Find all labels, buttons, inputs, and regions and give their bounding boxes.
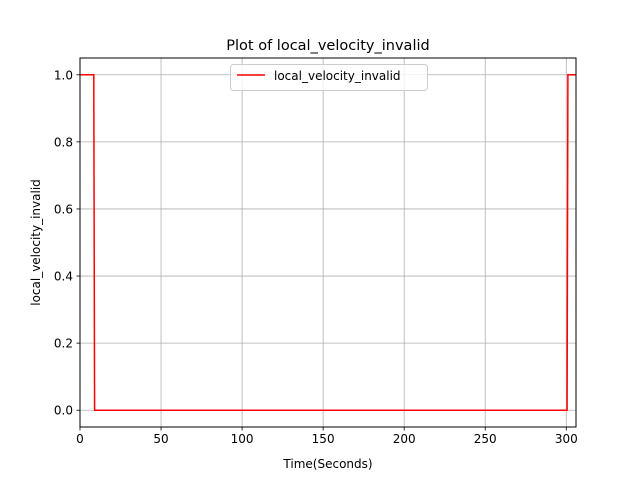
chart-title: Plot of local_velocity_invalid [226, 38, 429, 54]
y-tick-label: 0.2 [54, 337, 73, 351]
legend-box [230, 64, 428, 91]
y-tick-label: 0.6 [54, 202, 73, 216]
x-tick-label: 50 [153, 432, 168, 446]
x-tick-label: 0 [76, 432, 84, 446]
y-tick-label: 1.0 [54, 68, 73, 82]
legend-entry-label: local_velocity_invalid [274, 69, 401, 83]
y-tick-label: 0.0 [54, 404, 73, 418]
y-axis-ticks: 0.0 0.2 0.4 0.6 0.8 1.0 [54, 68, 80, 418]
x-tick-label: 300 [555, 432, 578, 446]
y-tick-label: 0.8 [54, 135, 73, 149]
series-line [80, 74, 576, 411]
x-tick-label: 150 [312, 432, 335, 446]
x-axis-label: Time(Seconds) [282, 457, 372, 471]
series-layer [80, 74, 576, 411]
x-tick-label: 250 [474, 432, 497, 446]
x-tick-label: 100 [231, 432, 254, 446]
x-axis-ticks: 0 50 100 150 200 250 300 [76, 427, 578, 446]
y-tick-label: 0.4 [54, 270, 73, 284]
plot-area-frame [79, 57, 577, 428]
legend: local_velocity_invalid [230, 64, 428, 91]
x-tick-label: 200 [393, 432, 416, 446]
y-axis-label: local_velocity_invalid [29, 179, 43, 306]
